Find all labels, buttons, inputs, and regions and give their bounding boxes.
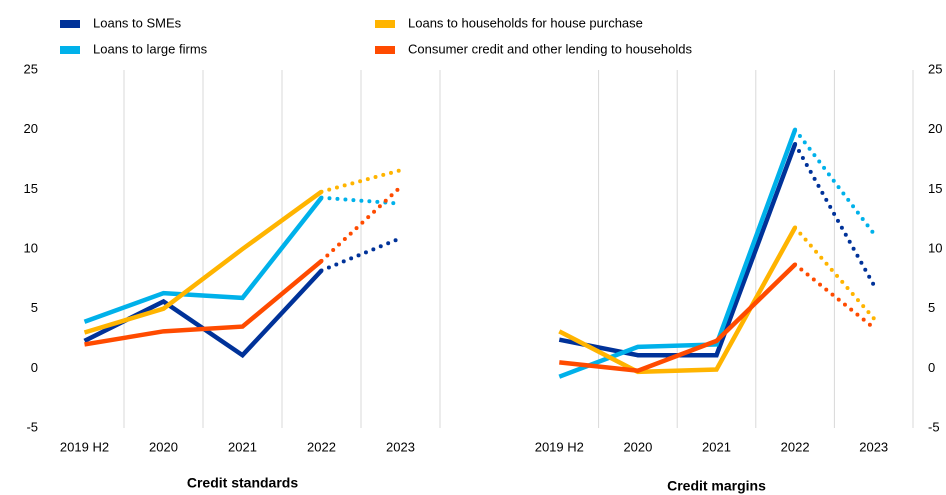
series-line [559, 262, 797, 374]
y-tick-label: 25 [928, 61, 942, 76]
panel-title: Credit standards [187, 475, 298, 491]
x-tick-label: 2022 [781, 439, 810, 454]
x-tick-label: 2021 [702, 439, 731, 454]
x-tick-label: 2019 H2 [535, 439, 584, 454]
y-tick-label: 0 [928, 360, 935, 375]
series-line [83, 189, 323, 335]
x-tick-label: 2021 [228, 439, 257, 454]
y-tick-label: 15 [928, 181, 942, 196]
legend-label: Loans to large firms [93, 41, 208, 56]
series-line [558, 128, 798, 379]
y-tick-label: -5 [26, 419, 38, 434]
legend-swatch [60, 46, 80, 54]
y-tick-label: 5 [31, 300, 38, 315]
legend-label: Consumer credit and other lending to hou… [408, 41, 693, 56]
y-tick-label: 0 [31, 360, 38, 375]
y-tick-label: 5 [928, 300, 935, 315]
series-line [558, 226, 798, 375]
panel-title: Credit margins [667, 478, 766, 494]
y-tick-label: 20 [928, 121, 942, 136]
x-tick-label: 2020 [149, 439, 178, 454]
y-tick-label: 25 [24, 61, 38, 76]
y-tick-label: -5 [928, 419, 940, 434]
legend-swatch [60, 20, 80, 28]
y-tick-label: 10 [24, 240, 38, 255]
projection-line [793, 262, 876, 330]
legend-label: Loans to households for house purchase [408, 15, 643, 30]
projection-line [319, 184, 403, 263]
legend-label: Loans to SMEs [93, 15, 182, 30]
projection-line [319, 236, 403, 273]
projection-line [319, 195, 403, 206]
x-tick-label: 2023 [859, 439, 888, 454]
legend-swatch [375, 20, 395, 28]
x-tick-label: 2020 [623, 439, 652, 454]
series-line [83, 196, 324, 324]
y-tick-label: 15 [24, 181, 38, 196]
series-line [84, 259, 323, 347]
y-tick-label: 10 [928, 240, 942, 255]
projection-line [319, 168, 403, 194]
x-tick-label: 2019 H2 [60, 439, 109, 454]
projection-line [793, 127, 876, 236]
x-tick-label: 2023 [386, 439, 415, 454]
y-tick-label: 20 [24, 121, 38, 136]
x-tick-label: 2022 [307, 439, 336, 454]
projection-line [793, 141, 876, 287]
legend-swatch [375, 46, 395, 54]
